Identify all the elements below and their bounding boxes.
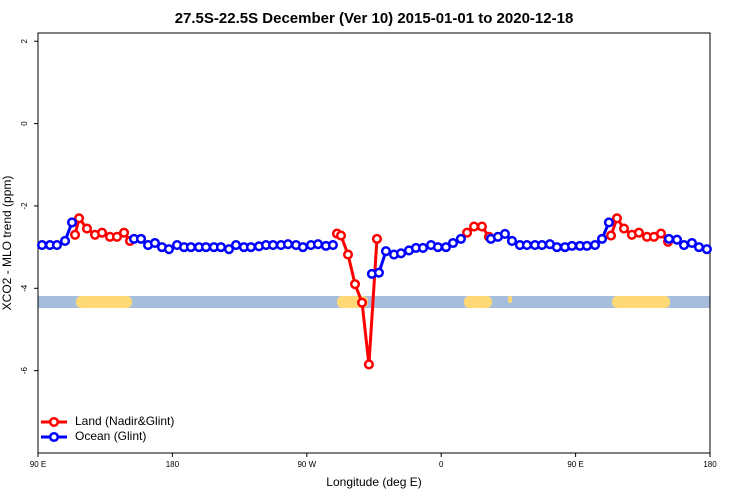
data-point bbox=[551, 242, 562, 253]
data-point bbox=[335, 230, 347, 241]
data-point bbox=[678, 240, 690, 251]
data-point bbox=[447, 237, 459, 249]
x-tick-label: 90 W bbox=[297, 460, 316, 469]
data-point bbox=[312, 239, 324, 250]
data-point bbox=[223, 244, 235, 255]
data-point bbox=[36, 240, 48, 251]
data-point bbox=[111, 231, 123, 242]
data-point bbox=[66, 217, 78, 228]
data-point bbox=[521, 240, 532, 251]
data-point bbox=[373, 267, 384, 278]
data-point bbox=[69, 229, 81, 240]
y-tick-label: -6 bbox=[20, 367, 29, 375]
data-point bbox=[633, 227, 644, 238]
y-tick-label: -4 bbox=[20, 284, 29, 292]
data-point bbox=[469, 221, 480, 232]
data-point bbox=[297, 242, 308, 253]
data-point bbox=[395, 248, 407, 259]
data-point bbox=[461, 227, 473, 238]
y-tick-label: -2 bbox=[20, 202, 29, 210]
data-point bbox=[74, 213, 85, 224]
data-point bbox=[701, 244, 712, 255]
data-point bbox=[655, 228, 667, 239]
data-point bbox=[118, 227, 130, 238]
data-point bbox=[371, 233, 383, 244]
data-point bbox=[611, 213, 623, 224]
data-point bbox=[149, 237, 160, 249]
data-point bbox=[581, 240, 592, 251]
data-point bbox=[536, 240, 548, 251]
data-point bbox=[596, 233, 608, 244]
x-tick-label: 180 bbox=[703, 460, 717, 469]
legend-swatch-marker bbox=[48, 431, 60, 443]
legend-label: Land (Nadir&Glint) bbox=[75, 414, 174, 428]
data-point bbox=[215, 242, 226, 253]
data-point bbox=[618, 223, 630, 234]
y-tick-label: 0 bbox=[20, 121, 29, 126]
data-point bbox=[663, 233, 674, 244]
data-point bbox=[363, 359, 374, 370]
data-point bbox=[97, 227, 108, 238]
data-point bbox=[230, 240, 242, 251]
data-point bbox=[566, 240, 578, 251]
data-point bbox=[605, 230, 617, 241]
data-point bbox=[268, 240, 279, 251]
data-point bbox=[357, 297, 368, 308]
data-point bbox=[163, 244, 175, 255]
data-point bbox=[499, 228, 511, 239]
data-point bbox=[432, 242, 443, 253]
data-point bbox=[327, 240, 338, 251]
data-point bbox=[506, 235, 518, 246]
data-point bbox=[440, 242, 452, 253]
data-point bbox=[693, 242, 704, 253]
x-tick-label: 90 E bbox=[567, 460, 583, 469]
data-point bbox=[51, 240, 63, 251]
data-point bbox=[349, 279, 361, 290]
data-point bbox=[81, 223, 93, 234]
x-axis-label: Longitude (deg E) bbox=[326, 475, 421, 489]
data-point bbox=[476, 221, 488, 232]
x-tick-label: 0 bbox=[439, 460, 444, 469]
chart-title: 27.5S-22.5S December (Ver 10) 2015-01-01… bbox=[175, 10, 574, 27]
legend-swatch-marker bbox=[48, 416, 60, 428]
x-tick-label: 180 bbox=[166, 460, 180, 469]
data-point bbox=[589, 240, 601, 251]
y-axis-label: XCO2 - MLO trend (ppm) bbox=[0, 176, 14, 311]
data-point bbox=[200, 242, 212, 253]
data-point bbox=[185, 242, 196, 253]
data-point bbox=[671, 234, 683, 245]
data-point bbox=[342, 249, 354, 260]
data-point bbox=[686, 237, 697, 249]
data-point bbox=[417, 242, 429, 253]
x-tick-label: 90 E bbox=[30, 460, 46, 469]
data-point bbox=[282, 239, 294, 250]
data-point bbox=[135, 233, 147, 244]
legend-label: Ocean (Glint) bbox=[75, 429, 146, 443]
data-point bbox=[380, 246, 391, 257]
data-point bbox=[455, 233, 466, 244]
data-point bbox=[245, 242, 256, 253]
series-line bbox=[73, 216, 670, 366]
data-point bbox=[59, 235, 71, 246]
data-point bbox=[603, 217, 614, 228]
y-tick-label: 2 bbox=[20, 38, 29, 43]
